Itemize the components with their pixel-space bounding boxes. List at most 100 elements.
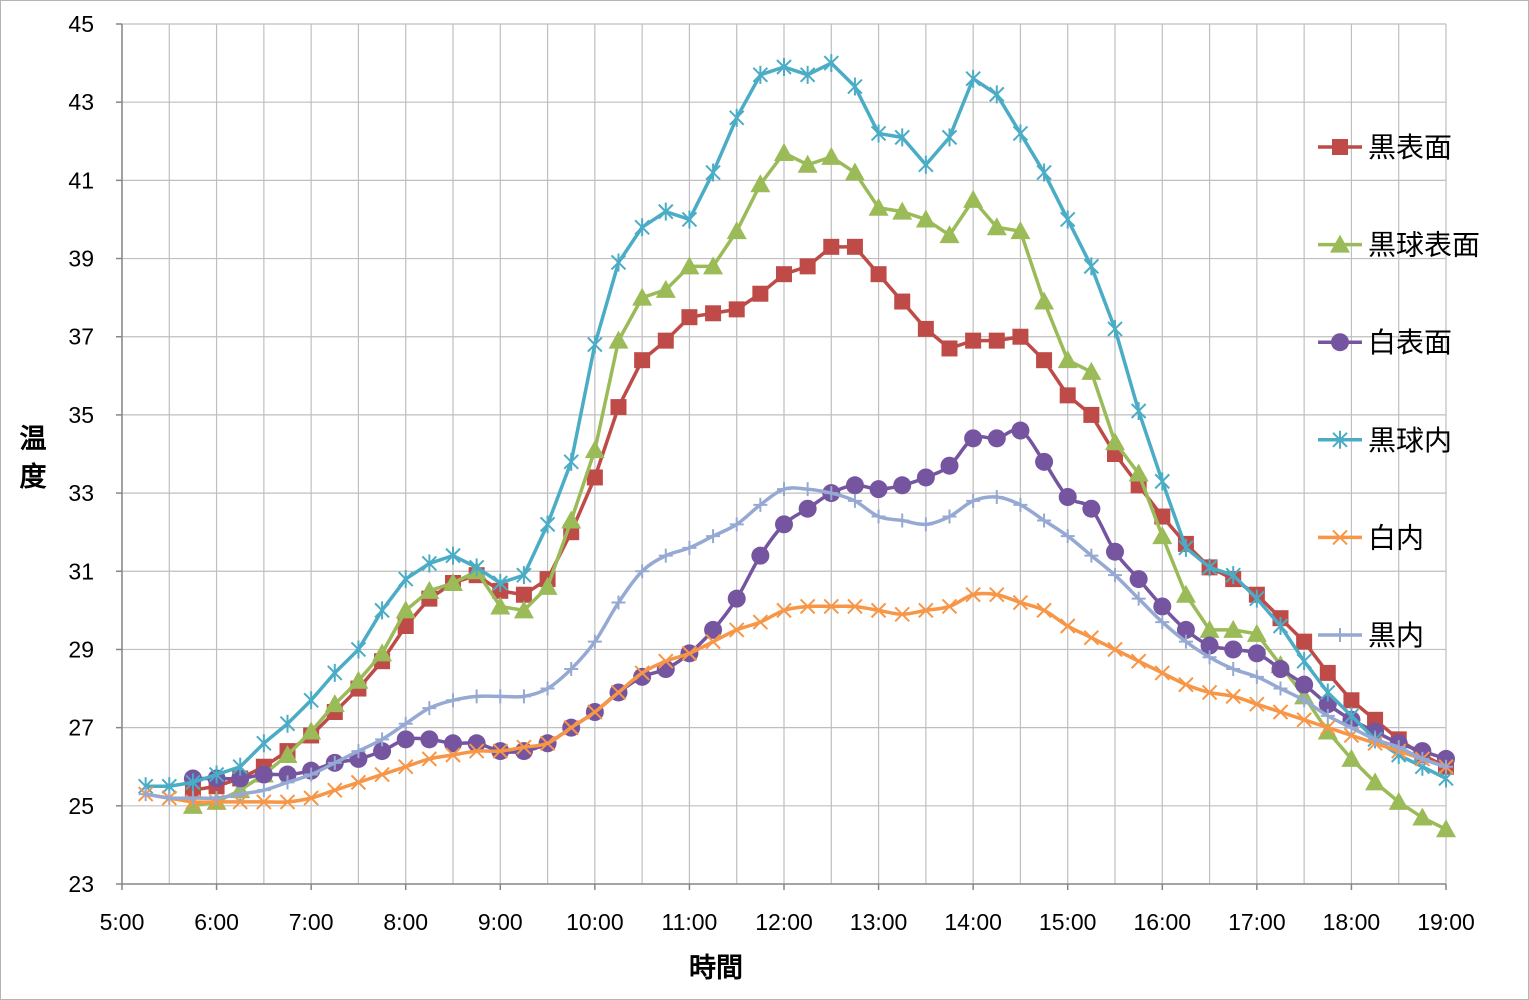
data-point — [1247, 644, 1266, 663]
data-point — [445, 747, 461, 763]
x-tick-labels: 5:00 6:00 7:00 8:00 9:00 10:00 11:00 12:00 13:00… — [100, 909, 1475, 935]
data-point — [444, 734, 462, 753]
data-point — [1154, 508, 1171, 525]
data-point — [729, 622, 745, 638]
data-point — [844, 162, 865, 181]
data-point — [1200, 636, 1219, 655]
data-point — [1060, 618, 1076, 634]
data-point — [729, 517, 744, 532]
data-point — [681, 309, 698, 326]
data-point — [658, 202, 674, 221]
data-point — [351, 744, 366, 759]
y-tick-label: 31 — [68, 558, 94, 584]
data-point — [277, 745, 298, 763]
data-point — [1272, 704, 1289, 720]
data-point — [821, 146, 842, 165]
data-point — [537, 576, 558, 595]
data-point — [1083, 257, 1100, 276]
data-point — [1106, 542, 1124, 561]
data-point — [610, 399, 627, 416]
data-point — [1178, 634, 1193, 649]
data-point — [727, 589, 746, 608]
data-point — [374, 766, 390, 783]
data-point — [846, 238, 863, 255]
data-point — [1012, 328, 1029, 345]
data-point — [869, 480, 888, 499]
y-tick-label: 35 — [68, 402, 94, 428]
x-tick-label: 15:00 — [1039, 909, 1097, 935]
data-point — [1201, 684, 1218, 701]
data-point — [870, 124, 887, 143]
data-point — [421, 554, 438, 573]
legend-item: 白内 — [1318, 521, 1424, 554]
y-tick-label: 29 — [68, 636, 94, 662]
data-point — [871, 509, 886, 524]
data-point — [278, 765, 297, 784]
x-tick-label: 6:00 — [194, 909, 239, 935]
x-tick-label: 18:00 — [1323, 909, 1381, 935]
data-point — [705, 305, 722, 322]
data-point — [986, 217, 1007, 236]
data-point — [232, 794, 248, 810]
data-point — [564, 662, 579, 676]
data-point — [1083, 630, 1100, 646]
data-point — [563, 452, 579, 471]
data-point — [705, 633, 721, 650]
data-point — [516, 689, 531, 704]
data-point — [208, 765, 225, 784]
data-point — [1320, 683, 1336, 702]
data-point — [1341, 748, 1362, 767]
data-point — [1318, 695, 1337, 714]
legend-label: 黒球内 — [1368, 424, 1452, 457]
data-point — [1012, 594, 1029, 611]
data-point — [1058, 488, 1077, 506]
data-point — [421, 751, 438, 767]
data-point — [1034, 291, 1055, 310]
y-tick-labels: 23 25 27 29 31 33 35 37 39 41 43 45 — [68, 11, 94, 897]
data-point — [1296, 712, 1312, 728]
data-point — [726, 221, 747, 240]
data-point — [705, 163, 721, 182]
data-point — [775, 515, 793, 534]
data-point — [941, 598, 958, 615]
data-point — [1105, 432, 1125, 451]
data-point — [396, 730, 415, 749]
data-point — [303, 790, 319, 806]
data-point — [540, 681, 555, 696]
legend-label: 黒球表面 — [1368, 229, 1480, 262]
data-point — [1011, 421, 1030, 440]
series-layer — [137, 54, 1456, 838]
data-point — [989, 587, 1005, 603]
data-point — [1084, 548, 1099, 563]
y-axis-title-char: 温 — [20, 424, 47, 455]
x-tick-label: 14:00 — [944, 909, 1002, 935]
data-point — [1131, 591, 1146, 606]
series-4 — [137, 54, 1454, 796]
data-point — [965, 332, 982, 349]
y-tick-label: 39 — [68, 246, 94, 272]
data-point — [1296, 633, 1313, 650]
data-point — [539, 515, 556, 534]
data-point — [348, 670, 369, 689]
y-axis-title-char: 度 — [20, 461, 47, 493]
x-tick-label: 12:00 — [755, 909, 813, 935]
data-point — [799, 65, 816, 84]
data-point — [327, 663, 343, 682]
y-tick-label: 27 — [68, 715, 94, 741]
data-point — [750, 174, 771, 193]
data-point — [797, 154, 818, 173]
data-point — [443, 573, 463, 591]
data-point — [233, 787, 248, 802]
data-point — [752, 285, 769, 302]
legend-marker — [1331, 333, 1349, 352]
x-tick-label: 13:00 — [850, 909, 908, 935]
data-point — [231, 769, 250, 788]
data-point — [706, 529, 721, 544]
data-point — [608, 330, 629, 349]
data-point — [728, 301, 745, 318]
data-point — [492, 574, 508, 592]
data-point — [1412, 807, 1433, 826]
data-point — [1128, 463, 1149, 482]
data-point — [1155, 615, 1170, 630]
